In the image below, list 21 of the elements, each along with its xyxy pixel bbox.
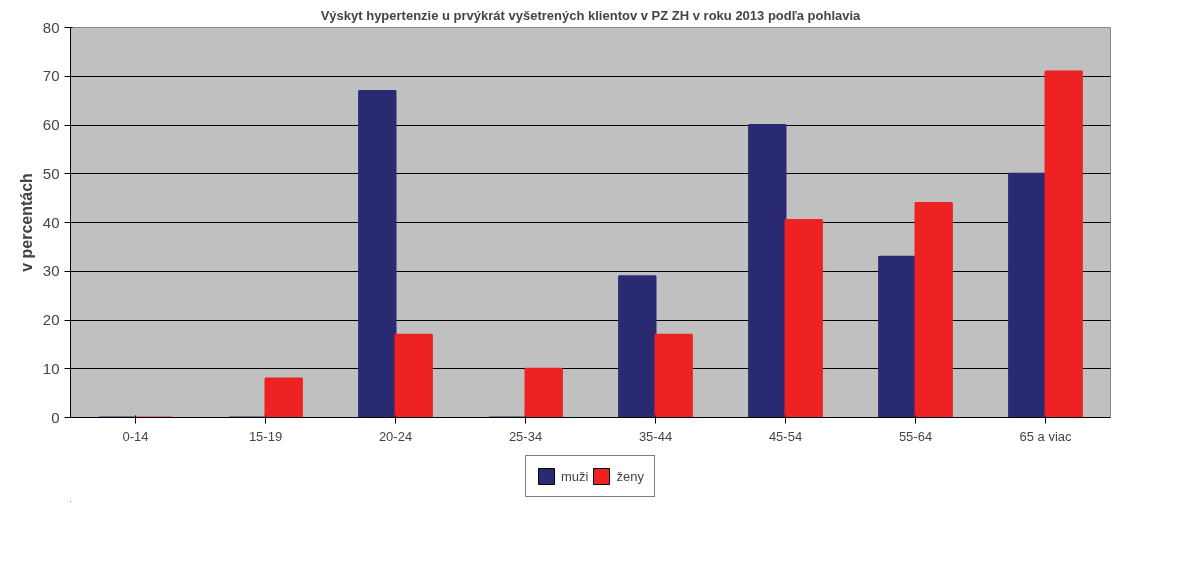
y-tick-label: 80	[42, 18, 60, 36]
x-tick-label: 55-64	[898, 428, 933, 444]
x-tick-label: 65 a viac	[1019, 428, 1073, 444]
x-tick-label: 45-54	[768, 428, 803, 444]
legend-label: muži	[561, 468, 589, 484]
chart-title: Výskyt hypertenzie u prvýkrát vyšetrených klientov v PZ ZH v roku 2013 podľa pohlavia	[320, 7, 862, 23]
y-tick-label: 10	[42, 359, 60, 377]
x-tick-label: 35-44	[638, 428, 673, 444]
y-tick-label: 40	[42, 213, 60, 231]
x-tick-label: 25-34	[508, 428, 543, 444]
x-tick-label: 15-19	[248, 428, 283, 444]
y-tick-label: 70	[42, 67, 60, 85]
y-tick-label: 60	[42, 116, 60, 133]
y-tick-label: 50	[42, 164, 60, 182]
y-tick-label: 0	[51, 408, 60, 426]
y-tick-label: 20	[42, 311, 60, 328]
x-tick-label: 20-24	[378, 428, 413, 444]
y-tick-label: 30	[42, 262, 60, 280]
x-tick-label: 0-14	[122, 428, 149, 444]
y-axis-title: v percentách	[17, 173, 35, 272]
legend-label: ženy	[616, 468, 644, 484]
